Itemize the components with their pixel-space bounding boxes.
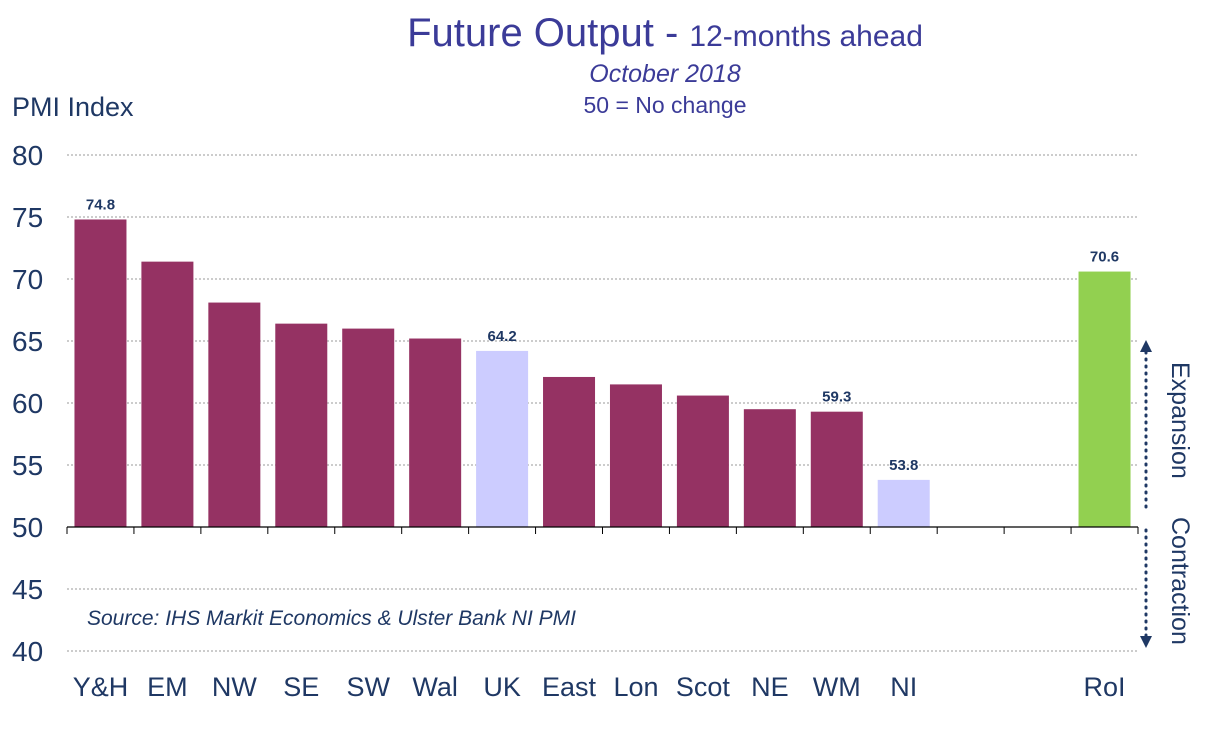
- bar-roi: [1078, 271, 1131, 527]
- bar-se: [275, 323, 328, 527]
- y-tick-label: 70: [12, 264, 43, 295]
- bar-east: [543, 376, 596, 527]
- y-tick-label: 40: [12, 636, 43, 667]
- chart-note: 50 = No change: [583, 92, 746, 118]
- bar-ni: [877, 479, 930, 527]
- expansion-arrow-head: [1140, 340, 1152, 352]
- bar-uk: [476, 350, 529, 527]
- x-tick-label: EM: [147, 672, 188, 702]
- y-axis-label: PMI Index: [12, 92, 134, 122]
- y-tick-label: 65: [12, 326, 43, 357]
- x-tick-label: NW: [212, 672, 257, 702]
- y-tick-label: 45: [12, 574, 43, 605]
- source-note: Source: IHS Markit Economics & Ulster Ba…: [87, 607, 576, 630]
- x-tick-label: NI: [890, 672, 917, 702]
- y-tick-label: 60: [12, 388, 43, 419]
- y-tick-label: 50: [12, 512, 43, 543]
- x-tick-label: SE: [283, 672, 319, 702]
- contraction-arrow-head: [1140, 636, 1152, 648]
- y-tick-label: 75: [12, 202, 43, 233]
- bars: [74, 219, 1131, 528]
- data-label: 70.6: [1090, 249, 1119, 266]
- bar-scot: [676, 395, 729, 527]
- y-tick-labels: 40 45 50 55 60 65 70 75 80: [12, 140, 43, 667]
- data-label: 53.8: [889, 457, 918, 474]
- title-main: Future Output -: [407, 11, 689, 55]
- bar-wm: [810, 411, 863, 527]
- x-tick-label: NE: [751, 672, 789, 702]
- x-tick-label: WM: [813, 672, 861, 702]
- data-label: 59.3: [822, 389, 851, 406]
- x-tick-label: Scot: [676, 672, 731, 702]
- data-label: 64.2: [487, 328, 516, 345]
- bar-ne: [743, 409, 796, 527]
- expansion-label: Expansion: [1166, 362, 1194, 479]
- x-axis: [66, 526, 1139, 534]
- x-tick-label: Lon: [613, 672, 658, 702]
- bar-y-h: [74, 219, 127, 528]
- y-tick-label: 55: [12, 450, 43, 481]
- x-tick-labels: Y&H EM NW SE SW Wal UK East Lon Scot NE WM NI RoI: [73, 672, 1126, 702]
- x-tick-label: Wal: [412, 672, 458, 702]
- gridlines: [67, 154, 1138, 652]
- bar-nw: [208, 302, 261, 527]
- bar-wal: [409, 338, 462, 527]
- title-sub: 12-months ahead: [689, 20, 923, 53]
- expansion-contraction-indicator: Expansion Contraction: [1140, 340, 1194, 648]
- x-tick-label: Y&H: [73, 672, 129, 702]
- contraction-label: Contraction: [1166, 517, 1194, 645]
- bar-em: [141, 261, 194, 527]
- x-tick-label: East: [542, 672, 597, 702]
- chart-date: October 2018: [589, 60, 741, 88]
- x-tick-label: SW: [346, 672, 390, 702]
- x-tick-label: RoI: [1084, 672, 1126, 702]
- x-tick-label: UK: [483, 672, 521, 702]
- data-labels: 74.8 64.2 59.3 53.8 70.6: [86, 196, 1119, 473]
- bar-lon: [609, 384, 662, 527]
- data-label: 74.8: [86, 196, 115, 213]
- y-tick-label: 80: [12, 140, 43, 171]
- chart-title: Future Output - 12-months ahead: [407, 11, 923, 55]
- bar-sw: [342, 328, 395, 527]
